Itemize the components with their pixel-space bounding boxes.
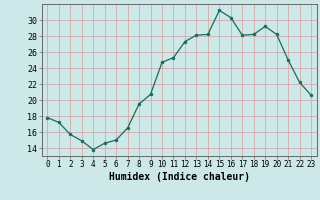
X-axis label: Humidex (Indice chaleur): Humidex (Indice chaleur)	[109, 172, 250, 182]
